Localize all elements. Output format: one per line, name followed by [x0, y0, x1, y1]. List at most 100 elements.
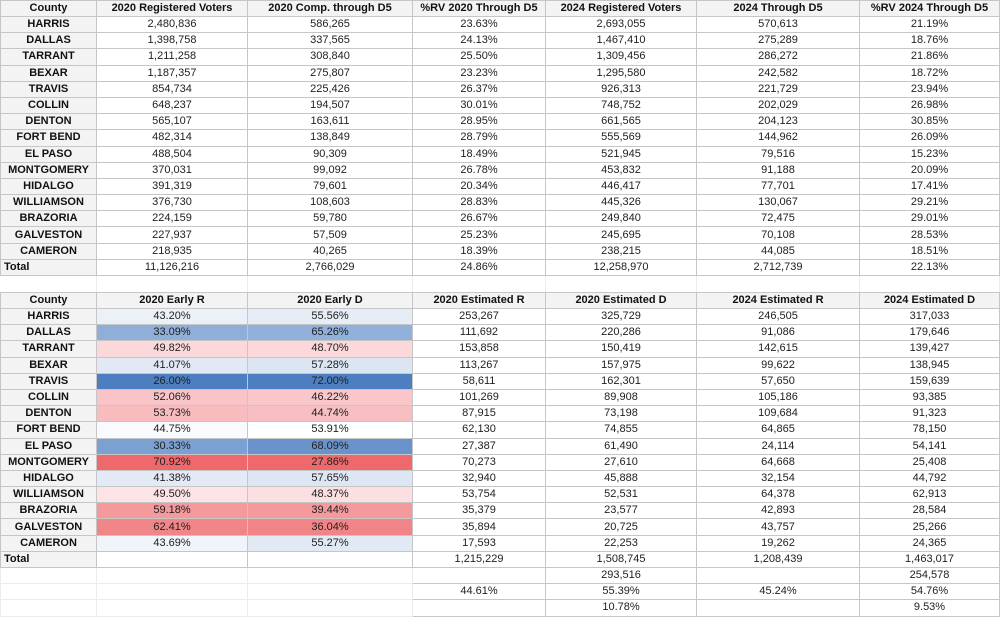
data-cell[interactable]: 139,427	[860, 341, 1000, 358]
data-cell[interactable]: 35,379	[413, 503, 546, 520]
empty-cell[interactable]	[697, 276, 860, 292]
data-cell[interactable]: 30.85%	[860, 114, 1000, 131]
data-cell[interactable]: 93,385	[860, 389, 1000, 407]
county-cell[interactable]: HARRIS	[0, 17, 97, 34]
data-cell[interactable]: 25.50%	[413, 49, 546, 66]
early-r-heat-cell[interactable]: 62.41%	[97, 519, 248, 536]
data-cell[interactable]: 23.63%	[413, 17, 546, 34]
data-cell[interactable]: 53,754	[413, 487, 546, 504]
county-cell[interactable]: TRAVIS	[0, 81, 97, 98]
empty-cell[interactable]	[97, 276, 248, 292]
header-cell[interactable]: 2020 Estimated R	[413, 292, 546, 309]
county-cell[interactable]: GALVESTON	[0, 227, 97, 244]
data-cell[interactable]: 27,387	[413, 438, 546, 455]
data-cell[interactable]: 570,613	[697, 17, 860, 34]
data-cell[interactable]: 20,725	[546, 519, 697, 536]
data-cell[interactable]: 99,092	[248, 162, 413, 179]
total-value-cell[interactable]: 1,208,439	[697, 551, 860, 568]
data-cell[interactable]: 28.83%	[413, 195, 546, 212]
data-cell[interactable]: 157,975	[546, 357, 697, 374]
data-cell[interactable]: 25,408	[860, 454, 1000, 471]
summary-cell[interactable]	[697, 600, 860, 617]
summary-cell[interactable]: 55.39%	[546, 584, 697, 601]
summary-cell[interactable]: 10.78%	[546, 600, 697, 617]
data-cell[interactable]: 24.13%	[413, 33, 546, 50]
data-cell[interactable]: 391,319	[97, 178, 248, 196]
data-cell[interactable]: 159,639	[860, 373, 1000, 390]
data-cell[interactable]: 70,108	[697, 227, 860, 244]
data-cell[interactable]: 101,269	[413, 389, 546, 407]
data-cell[interactable]: 87,915	[413, 406, 546, 423]
data-cell[interactable]: 58,611	[413, 373, 546, 390]
data-cell[interactable]: 202,029	[697, 97, 860, 115]
data-cell[interactable]: 246,505	[697, 309, 860, 326]
data-cell[interactable]: 1,211,258	[97, 49, 248, 66]
data-cell[interactable]: 72,475	[697, 211, 860, 228]
empty-cell[interactable]	[413, 276, 546, 292]
data-cell[interactable]: 28.53%	[860, 227, 1000, 244]
header-cell[interactable]: 2024 Registered Voters	[546, 0, 697, 17]
county-cell[interactable]: FORT BEND	[0, 130, 97, 147]
summary-cell[interactable]: 9.53%	[860, 600, 1000, 617]
data-cell[interactable]: 105,186	[697, 389, 860, 407]
early-d-heat-cell[interactable]: 39.44%	[248, 503, 413, 520]
county-cell[interactable]: COLLIN	[0, 97, 97, 115]
data-cell[interactable]: 29.01%	[860, 211, 1000, 228]
data-cell[interactable]: 308,840	[248, 49, 413, 66]
empty-cell[interactable]	[248, 276, 413, 292]
data-cell[interactable]: 275,289	[697, 33, 860, 50]
early-r-heat-cell[interactable]: 41.07%	[97, 357, 248, 374]
data-cell[interactable]: 325,729	[546, 309, 697, 326]
early-r-heat-cell[interactable]: 70.92%	[97, 454, 248, 471]
data-cell[interactable]: 275,807	[248, 65, 413, 82]
summary-cell[interactable]	[248, 600, 413, 617]
data-cell[interactable]: 24,114	[697, 438, 860, 455]
county-cell[interactable]: WILLIAMSON	[0, 487, 97, 504]
data-cell[interactable]: 23.94%	[860, 81, 1000, 98]
data-cell[interactable]: 91,086	[697, 325, 860, 342]
data-cell[interactable]: 376,730	[97, 195, 248, 212]
county-cell[interactable]: BRAZORIA	[0, 211, 97, 228]
data-cell[interactable]: 17.41%	[860, 178, 1000, 196]
summary-cell[interactable]: 293,516	[546, 568, 697, 585]
early-d-heat-cell[interactable]: 44.74%	[248, 406, 413, 423]
summary-cell[interactable]	[248, 584, 413, 601]
data-cell[interactable]: 79,601	[248, 178, 413, 196]
data-cell[interactable]: 21.19%	[860, 17, 1000, 34]
data-cell[interactable]: 224,159	[97, 211, 248, 228]
early-d-heat-cell[interactable]: 48.70%	[248, 341, 413, 358]
data-cell[interactable]: 44,792	[860, 470, 1000, 488]
header-cell[interactable]: 2024 Estimated R	[697, 292, 860, 309]
data-cell[interactable]: 57,509	[248, 227, 413, 244]
data-cell[interactable]: 555,569	[546, 130, 697, 147]
data-cell[interactable]: 1,467,410	[546, 33, 697, 50]
data-cell[interactable]: 70,273	[413, 454, 546, 471]
empty-cell[interactable]	[860, 276, 1000, 292]
data-cell[interactable]: 59,780	[248, 211, 413, 228]
data-cell[interactable]: 26.37%	[413, 81, 546, 98]
summary-cell[interactable]: 254,578	[860, 568, 1000, 585]
data-cell[interactable]: 1,295,580	[546, 65, 697, 82]
data-cell[interactable]: 926,313	[546, 81, 697, 98]
county-cell[interactable]: HIDALGO	[0, 178, 97, 196]
county-cell[interactable]: DENTON	[0, 406, 97, 423]
data-cell[interactable]: 111,692	[413, 325, 546, 342]
data-cell[interactable]: 64,378	[697, 487, 860, 504]
summary-cell[interactable]: 44.61%	[413, 584, 546, 601]
data-cell[interactable]: 52,531	[546, 487, 697, 504]
total-value-cell[interactable]: 12,258,970	[546, 259, 697, 276]
county-cell[interactable]: BEXAR	[0, 65, 97, 82]
early-r-heat-cell[interactable]: 26.00%	[97, 373, 248, 390]
data-cell[interactable]: 748,752	[546, 97, 697, 115]
summary-cell[interactable]	[697, 568, 860, 585]
data-cell[interactable]: 21.86%	[860, 49, 1000, 66]
data-cell[interactable]: 144,962	[697, 130, 860, 147]
data-cell[interactable]: 153,858	[413, 341, 546, 358]
early-d-heat-cell[interactable]: 53.91%	[248, 422, 413, 439]
data-cell[interactable]: 2,480,836	[97, 17, 248, 34]
data-cell[interactable]: 74,855	[546, 422, 697, 439]
header-cell[interactable]: 2020 Early D	[248, 292, 413, 309]
header-cell[interactable]: 2020 Early R	[97, 292, 248, 309]
summary-cell[interactable]	[248, 568, 413, 585]
early-d-heat-cell[interactable]: 68.09%	[248, 438, 413, 455]
